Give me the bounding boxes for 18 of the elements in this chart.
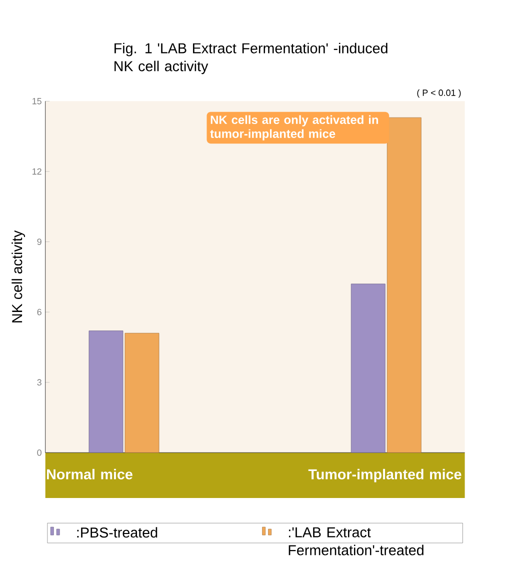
bar [124, 332, 160, 453]
y-tick-label: 0 [37, 449, 42, 456]
y-tick-label: 15 [32, 98, 42, 104]
legend-label: :PBS-treated [77, 527, 158, 538]
y-tick-label: 9 [37, 238, 42, 245]
text: ( P < 0.01 ) [417, 89, 461, 98]
y-tick-label: 3 [37, 379, 42, 386]
annotation: NK cells are only activated in tumor-implanted mice [210, 115, 378, 140]
y-tick-label: 6 [37, 308, 42, 316]
bar [351, 284, 386, 453]
y-tick-label: 12 [32, 168, 42, 175]
x-tick-label: Normal mice [47, 468, 133, 480]
bar [387, 117, 422, 453]
chart-title: Fig. 1 'LAB Extract Fermentation' -induced NK cell activity [114, 42, 388, 74]
legend-label: :'LAB Extract Fermentation'-treated [288, 527, 424, 556]
y-axis-title: NK cell activity [12, 230, 26, 322]
bar [88, 330, 124, 453]
x-tick-label: Tumor-implanted mice [308, 468, 462, 482]
